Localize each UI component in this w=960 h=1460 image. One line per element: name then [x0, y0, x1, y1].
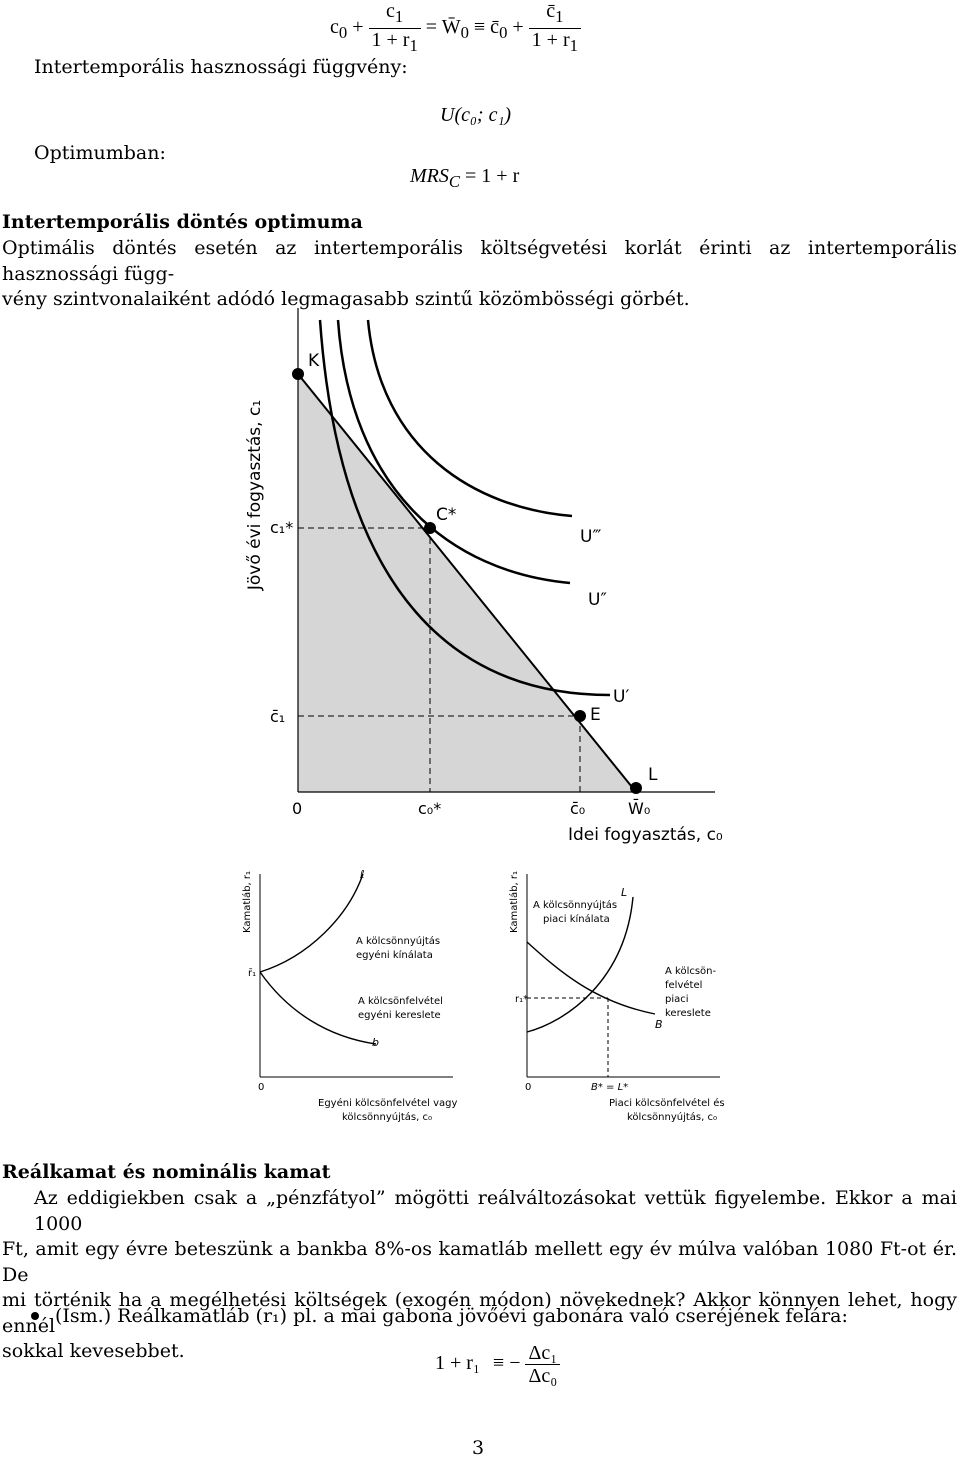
demand-label-2: egyéni kereslete [358, 1009, 441, 1021]
tick-c0bar: c̄₀ [570, 799, 585, 818]
eq-fraction-2: c̄1 1 + r1 [528, 0, 581, 57]
label-U2: U″ [588, 590, 607, 610]
tick-c1bar: c̄₁ [270, 707, 285, 726]
utility-expression: U(c₀; c₁) [440, 104, 512, 126]
intertemporal-choice-figure: K C* E L U‴ U″ U′ c₁* c̄₁ 0 c₀* c̄₀ W̄₀ … [245, 308, 723, 845]
demand-label-3: piaci [665, 994, 689, 1005]
supply-label-2: piaci kínálata [543, 913, 610, 925]
label-ell: ℓ [359, 868, 365, 881]
indifference-curve-u3 [366, 319, 573, 518]
label-U1: U′ [613, 687, 629, 707]
bullet-point [31, 1312, 39, 1320]
demand-label-2: felvétel [665, 979, 702, 991]
bullet-text: (Ism.) Reálkamatláb (r₁) pl. a mai gabon… [55, 1305, 848, 1327]
y-axis-label-right: Kamatláb, r₁ [508, 871, 520, 933]
label-L: L [648, 765, 658, 785]
tick-W0: W̄₀ [628, 799, 650, 818]
mrs-equation: MRSC = 1 + r [410, 165, 520, 191]
supply-label-2: egyéni kínálata [356, 949, 433, 961]
demand-label-1: A kölcsön- [665, 966, 717, 977]
y-axis-label-left: Kamatláb, r₁ [241, 871, 253, 933]
lending-supply-curve [259, 873, 364, 973]
x-label-1: Piaci kölcsönfelvétel és [609, 1097, 725, 1109]
market-loan-figure: L B r₁* 0 B* = L* A kölcsönnyújtás piaci… [508, 871, 725, 1123]
x-label-2: kölcsönnyújtás, c₀ [342, 1111, 432, 1123]
y-axis-label: Jövő évi fogyasztás, c₁ [245, 400, 265, 591]
page-number: 3 [472, 1437, 485, 1459]
label-b: b [372, 1036, 379, 1049]
borrowing-demand-curve [259, 971, 377, 1045]
origin-right: 0 [525, 1082, 531, 1093]
paragraph-real-interest: Az eddigiekben csak a „pénzfátyol” mögöt… [2, 1187, 957, 1362]
point-L [630, 782, 642, 794]
label-L: L [621, 886, 627, 899]
eq-fraction-delta: Δc₁ Δc₀ [525, 1342, 561, 1387]
tick-c0star: c₀* [418, 799, 441, 818]
point-E [574, 710, 586, 722]
market-demand-curve [526, 941, 656, 1015]
x-axis-label: Idei fogyasztás, c₀ [568, 825, 723, 845]
indifference-curve-u1 [318, 319, 611, 697]
demand-label-1: A kölcsönfelvétel [358, 995, 443, 1007]
x-label-1: Egyéni kölcsönfelvétel vagy [318, 1097, 457, 1109]
label-K: K [308, 351, 320, 371]
supply-label-1: A kölcsönnyújtás [356, 935, 440, 947]
label-E: E [590, 705, 601, 725]
point-K [292, 368, 304, 380]
tick-r-bar: r̄₁ [248, 968, 256, 979]
label-B: B [655, 1018, 663, 1031]
demand-label-4: kereslete [665, 1008, 711, 1019]
budget-equation: c0 + c1 1 + r1 = W̄0 ≡ c̄0 + c̄1 1 + r1 [330, 0, 581, 57]
label-optimum: Optimumban: [34, 142, 166, 164]
paragraph-optimum: Optimális döntés esetén az intertemporál… [2, 237, 957, 310]
label-utility-function: Intertemporális hasznossági függvény: [34, 56, 408, 78]
origin-left: 0 [258, 1082, 264, 1093]
budget-line [297, 373, 637, 793]
origin-label: 0 [292, 799, 302, 818]
tick-B-L-star: B* = L* [591, 1082, 628, 1093]
section-heading-optimum: Intertemporális döntés optimuma [2, 211, 363, 233]
tick-c1star: c₁* [270, 518, 293, 537]
x-label-2: kölcsönnyújtás, c₀ [627, 1111, 717, 1123]
tick-r-star: r₁* [515, 994, 528, 1005]
label-U3: U‴ [580, 527, 601, 547]
eq-c0: c0 [330, 16, 348, 43]
eq-fraction-1: c1 1 + r1 [368, 0, 421, 57]
point-C-star [424, 522, 436, 534]
section-heading-real-interest: Reálkamat és nominális kamat [2, 1161, 331, 1183]
real-rate-equation: 1 + r₁ ≡ − Δc₁ Δc₀ [435, 1342, 561, 1387]
supply-label-1: A kölcsönnyújtás [533, 899, 617, 911]
label-C-star: C* [436, 505, 456, 525]
individual-loan-market-figure: ℓ b r̄₁ 0 A kölcsönnyújtás egyéni kínála… [241, 868, 457, 1123]
market-supply-curve [526, 896, 634, 1033]
indifference-curve-u2 [336, 319, 571, 585]
